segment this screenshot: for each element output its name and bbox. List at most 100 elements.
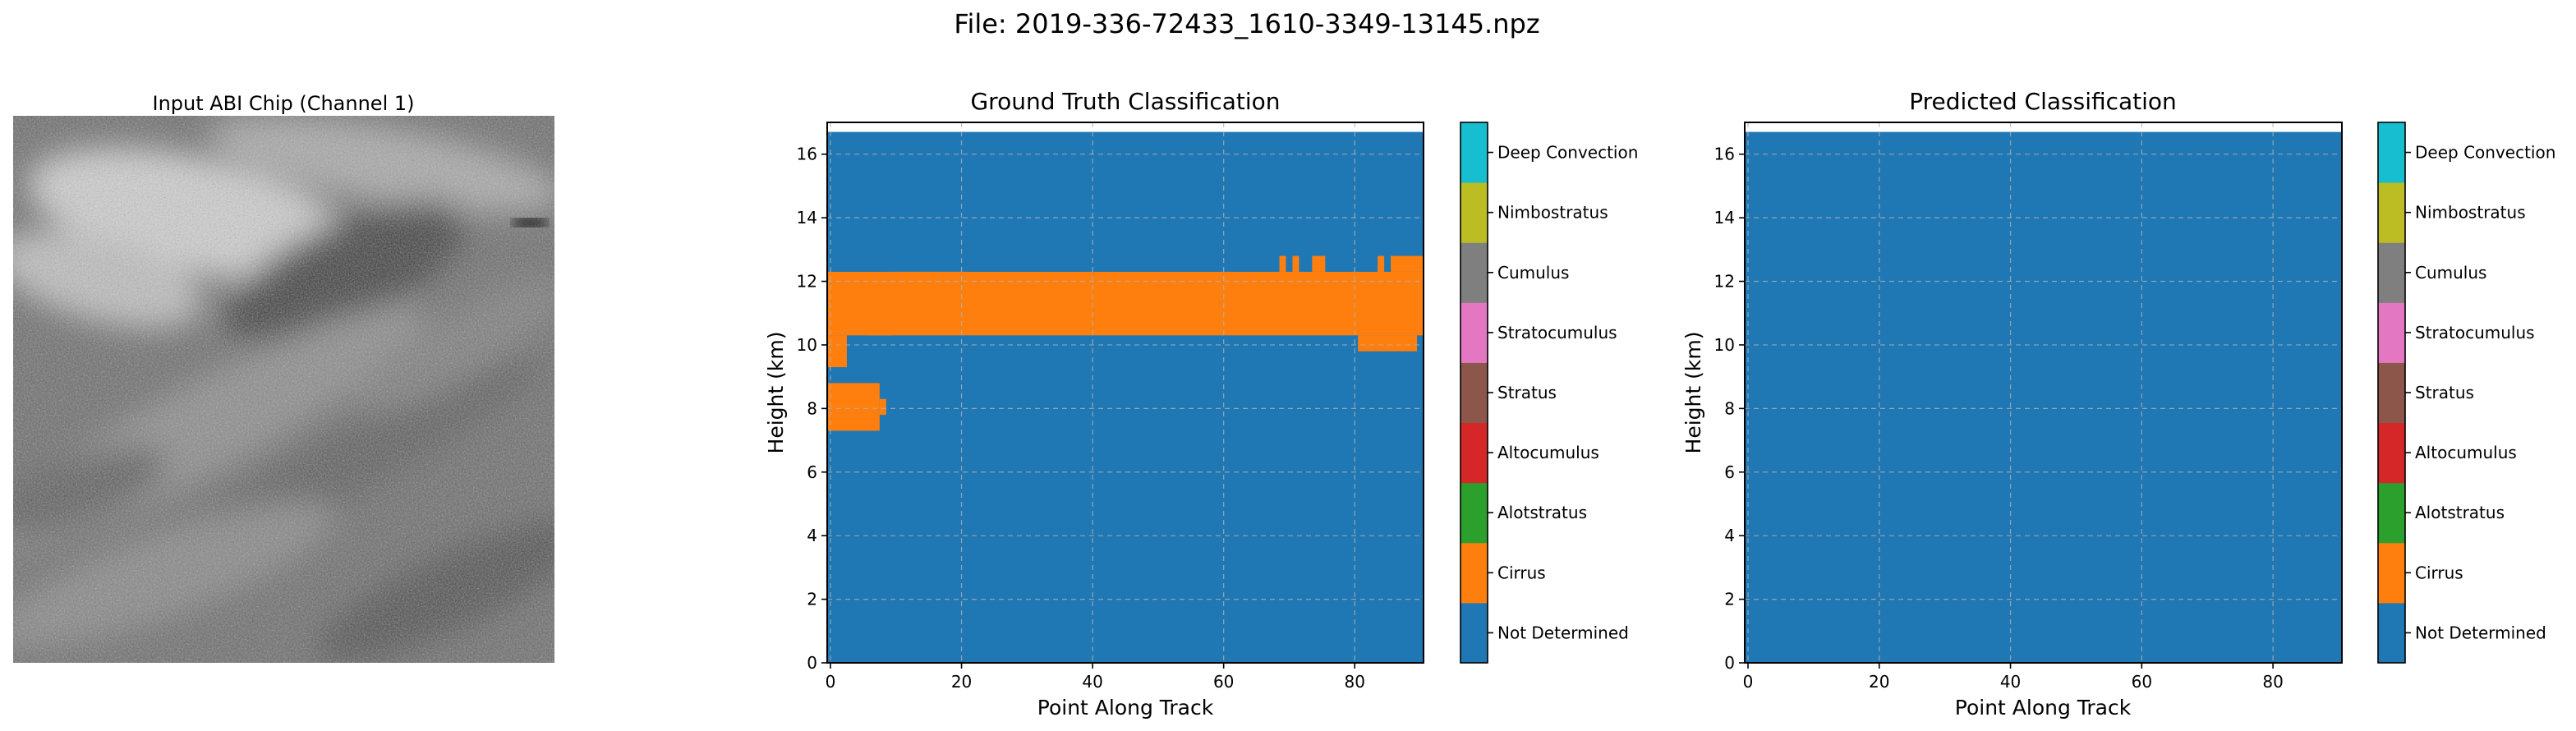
predicted-panel: Predicted Classification 0 20 40 60 80 0 2 4 6 8… — [1681, 88, 2555, 720]
gt-region-4 — [827, 383, 880, 431]
gt-cbar-label-4: Stratus — [1497, 383, 1557, 402]
figure-title: File: 2019-336-72433_1610-3349-13145.npz — [954, 8, 1539, 39]
pr-ytick-label-1: 2 — [1724, 590, 1735, 609]
chip-title: Input ABI Chip (Channel 1) — [152, 92, 414, 115]
pred-heatmap — [1745, 131, 2342, 664]
pr-cbar-frame — [2377, 122, 2406, 664]
pred-grid — [1745, 122, 2342, 664]
gt-cbar-label-7: Nimbostratus — [1497, 203, 1608, 223]
gt-cbar-label-2: Alotstratus — [1497, 503, 1587, 522]
pr-ytick-label-3: 6 — [1724, 462, 1735, 482]
pr-cbar-swatch-3 — [2378, 422, 2405, 484]
gt-cbar-label-1: Cirrus — [1497, 563, 1546, 582]
gt-background-field — [827, 131, 1424, 664]
pr-background-field — [1745, 131, 2342, 664]
pred-y-axis: 0 2 4 6 8 10 12 14 16 — [1714, 145, 1745, 673]
gt-ytick-label-7: 14 — [797, 208, 817, 228]
pr-cbar-label-6: Cumulus — [2415, 263, 2486, 283]
gt-heatmap — [827, 131, 1424, 664]
gt-colorbar: Not Determined Cirrus Alotstratus Altocumul… — [1460, 122, 1638, 664]
gt-region-9 — [1312, 255, 1326, 272]
abi-chip-panel: Input ABI Chip (Channel 1) — [13, 92, 554, 663]
gt-ytick-label-5: 10 — [797, 335, 817, 355]
gt-cbar-label-5: Stratocumulus — [1497, 323, 1617, 343]
pr-ytick-label-2: 4 — [1724, 526, 1735, 545]
pr-ytick-label-8: 16 — [1714, 145, 1735, 164]
gt-region-11 — [1391, 255, 1424, 272]
gt-xtick-label-0: 0 — [826, 672, 836, 692]
pred-plot-frame — [1744, 122, 2343, 664]
gt-ytick-label-1: 2 — [807, 590, 817, 609]
pred-ylabel: Height (km) — [1681, 332, 1705, 454]
gt-ytick-label-0: 0 — [807, 653, 817, 673]
gt-region-8 — [1292, 255, 1300, 272]
pred-x-axis: 0 20 40 60 80 — [1743, 663, 2284, 692]
pred-colorbar: Not Determined Cirrus Alotstratus Altocumul… — [2377, 122, 2555, 664]
gt-cbar-swatch-1 — [1460, 542, 1488, 604]
gt-region-6 — [1358, 335, 1418, 352]
pr-cbar-label-0: Not Determined — [2415, 623, 2546, 642]
gt-ytick-label-6: 12 — [797, 272, 817, 292]
gt-cbar-swatch-5 — [1460, 302, 1488, 363]
pr-cbar-label-7: Nimbostratus — [2415, 203, 2526, 223]
gt-cbar-swatch-2 — [1460, 482, 1488, 544]
pr-ytick-label-5: 10 — [1714, 335, 1735, 355]
gt-x-axis: 0 20 40 60 80 — [826, 663, 1365, 692]
pr-xtick-label-3: 60 — [2132, 672, 2152, 692]
pr-cbar-label-3: Altocumulus — [2415, 443, 2517, 462]
gt-region-3 — [892, 271, 965, 323]
gt-cbar-label-0: Not Determined — [1497, 623, 1629, 642]
gt-cbar-swatch-0 — [1460, 602, 1488, 664]
gt-plot-frame — [826, 122, 1424, 664]
gt-ytick-label-8: 16 — [797, 145, 817, 164]
pr-cbar-swatch-5 — [2378, 302, 2405, 363]
ground-truth-panel: Ground Truth Classification 0 20 40 60 80 0 2… — [764, 88, 1638, 720]
pr-ytick-label-4: 8 — [1724, 398, 1735, 418]
abi-chip-image — [13, 116, 554, 663]
pr-ytick-label-0: 0 — [1724, 653, 1735, 673]
gt-region-10 — [1378, 255, 1385, 272]
gt-cbar-swatch-4 — [1460, 362, 1488, 424]
gt-region-1 — [827, 335, 847, 368]
pr-cbar-label-5: Stratocumulus — [2415, 323, 2535, 343]
gt-title: Ground Truth Classification — [970, 88, 1280, 115]
pr-cbar-swatch-2 — [2378, 482, 2405, 544]
pr-xtick-label-4: 80 — [2262, 672, 2283, 692]
pr-ytick-label-7: 14 — [1714, 208, 1735, 228]
gt-cbar-label-3: Altocumulus — [1497, 443, 1599, 462]
pr-xtick-label-1: 20 — [1869, 672, 1889, 692]
gt-xtick-label-3: 60 — [1213, 672, 1234, 692]
gt-cbar-frame — [1460, 122, 1488, 664]
gt-xlabel: Point Along Track — [1037, 696, 1214, 720]
gt-xtick-label-1: 20 — [951, 672, 972, 692]
gt-xtick-label-2: 40 — [1082, 672, 1102, 692]
gt-grid — [827, 122, 1424, 664]
gt-xtick-label-4: 80 — [1345, 672, 1365, 692]
pr-cbar-swatch-8 — [2378, 122, 2405, 183]
gt-cbar-label-8: Deep Convection — [1497, 143, 1638, 163]
gt-region-7 — [1279, 255, 1286, 272]
gt-y-axis: 0 2 4 6 8 10 12 14 16 — [797, 145, 827, 673]
gt-ylabel: Height (km) — [764, 332, 788, 454]
pr-cbar-label-8: Deep Convection — [2415, 143, 2555, 163]
pr-xtick-label-0: 0 — [1743, 672, 1754, 692]
gt-region-2 — [866, 322, 893, 336]
pred-xlabel: Point Along Track — [1955, 696, 2132, 720]
gt-cbar-swatch-8 — [1460, 122, 1488, 183]
pr-cbar-label-4: Stratus — [2415, 383, 2474, 402]
pr-cbar-swatch-7 — [2378, 182, 2405, 243]
pr-cbar-swatch-0 — [2378, 602, 2405, 664]
pred-title: Predicted Classification — [1909, 88, 2177, 115]
pr-cbar-swatch-4 — [2378, 362, 2405, 424]
pr-cbar-swatch-1 — [2378, 542, 2405, 604]
gt-ytick-label-2: 4 — [807, 526, 817, 545]
gt-cbar-swatch-3 — [1460, 422, 1488, 484]
gt-cbar-label-6: Cumulus — [1497, 263, 1569, 283]
gt-cbar-swatch-6 — [1460, 242, 1488, 303]
pr-cbar-label-2: Alotstratus — [2415, 503, 2505, 522]
pr-cbar-swatch-6 — [2378, 242, 2405, 303]
pr-cbar-label-1: Cirrus — [2415, 563, 2463, 582]
gt-ytick-label-3: 6 — [807, 462, 817, 482]
gt-cbar-swatch-7 — [1460, 182, 1488, 243]
